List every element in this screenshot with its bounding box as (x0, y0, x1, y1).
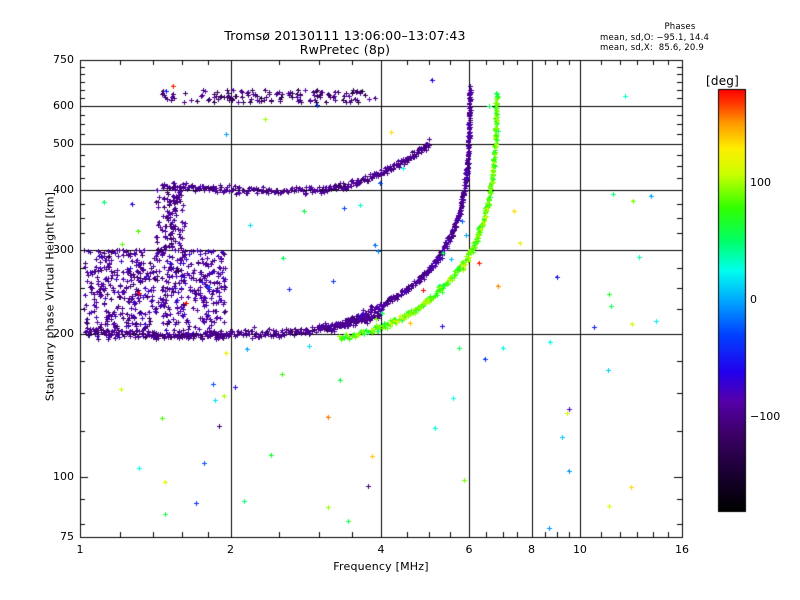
phases-o-stats: mean, sd,O: −95.1, 14.4 (600, 33, 710, 43)
x-tick-label: 1 (76, 543, 84, 556)
chart-title-line2: RwPretec (8p) (299, 42, 391, 57)
x-tick-label: 4 (377, 543, 385, 556)
x-tick-label: 10 (572, 543, 587, 556)
y-tick-label: 400 (53, 183, 74, 197)
colorbar-tick-label: 0 (750, 293, 757, 306)
phases-heading: Phases (664, 22, 696, 32)
y-tick-label: 750 (53, 53, 74, 66)
y-tick-label: 100 (53, 470, 74, 484)
x-axis-label: Frequency [MHz] (333, 560, 429, 573)
y-axis-label: Stationary phase Virtual Height [km] (43, 191, 57, 402)
chart-title-line1: Tromsø 20130111 13:06:00–13:07:43 (224, 28, 466, 43)
y-tick-label: 75 (60, 530, 74, 543)
colorbar-tick-label: −100 (750, 410, 781, 424)
y-tick-label: 200 (53, 326, 74, 340)
x-tick-label: 6 (465, 543, 473, 556)
colorbar-unit-label: [deg] (706, 74, 739, 88)
x-tick-label: 8 (528, 543, 535, 556)
y-tick-label: 600 (53, 99, 74, 113)
x-tick-label: 2 (227, 543, 234, 556)
colorbar-tick-label: 100 (750, 175, 771, 189)
y-tick-label: 300 (53, 242, 74, 256)
y-tick-label: 500 (53, 136, 74, 150)
phases-x-stats: mean, sd,X: 85.6, 20.9 (600, 43, 704, 53)
x-tick-label: 16 (675, 543, 689, 556)
